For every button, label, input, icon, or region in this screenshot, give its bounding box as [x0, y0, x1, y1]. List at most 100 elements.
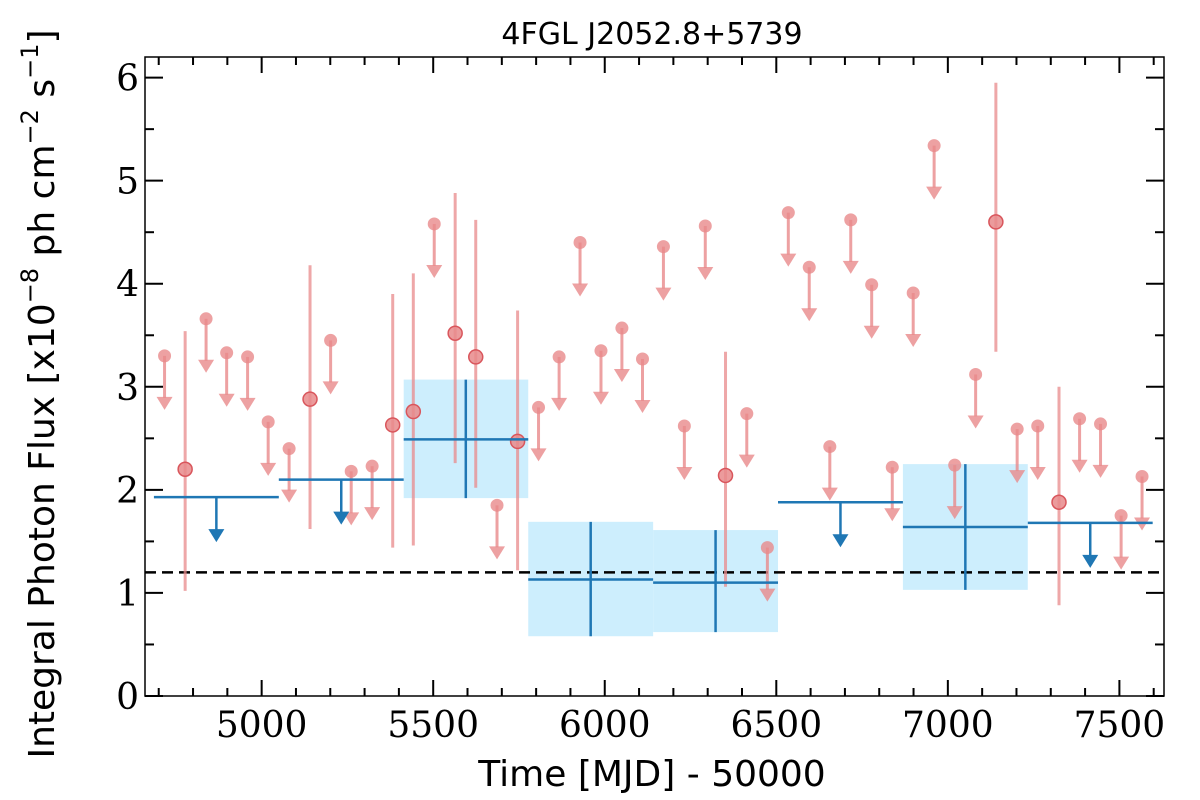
fine-upper-limit-arrow	[801, 308, 818, 322]
fine-upper-limit-arrow	[218, 393, 235, 407]
fine-upper-limit-point	[802, 260, 816, 274]
x-tick-label: 6500	[730, 705, 822, 746]
x-tick-label: 6000	[559, 705, 651, 746]
y-tick-label: 4	[116, 265, 139, 306]
x-tick-label: 5000	[216, 705, 308, 746]
fine-upper-limit-arrow	[572, 283, 589, 297]
plot-frame	[144, 56, 1165, 697]
fine-upper-limit-arrow	[967, 415, 984, 429]
y-tick-label: 0	[116, 677, 139, 718]
coarse-upper-limit-arrow	[1082, 554, 1099, 568]
fine-upper-limit-arrow	[780, 253, 797, 267]
x-tick-label: 7500	[1074, 705, 1166, 746]
fine-upper-limit-arrow	[198, 359, 215, 373]
fine-detection-point	[447, 325, 463, 341]
fine-upper-limit-point	[282, 442, 296, 456]
fine-upper-limit-point	[615, 321, 629, 335]
fine-upper-limit-point	[865, 278, 879, 292]
fine-detection-point	[988, 214, 1004, 230]
plot-area	[145, 82, 1164, 637]
fine-upper-limit-point	[573, 236, 587, 250]
fine-upper-limit-arrow	[322, 381, 339, 395]
fine-upper-limit-arrow	[676, 466, 693, 480]
fine-upper-limit-arrow	[759, 588, 776, 602]
fine-upper-limit-point	[552, 350, 566, 364]
x-tick-label: 7000	[902, 705, 994, 746]
fine-upper-limit-arrow	[884, 508, 901, 522]
fine-upper-limit-point	[365, 459, 379, 473]
fine-upper-limit-arrow	[821, 487, 838, 501]
y-tick-label: 3	[116, 368, 139, 409]
coarse-upper-limit-arrow	[832, 534, 849, 548]
fine-detection-point	[405, 403, 422, 420]
x-tick-label: 5500	[387, 705, 479, 746]
fine-upper-limit-point	[885, 460, 899, 474]
fine-detection-point	[177, 461, 193, 478]
fine-upper-limit-arrow	[738, 454, 755, 468]
fine-detection-point	[1051, 494, 1067, 510]
fine-upper-limit-point	[344, 464, 358, 478]
y-axis-label: Integral Photon Flux [x10−8 ph cm−2 s−1]	[16, 29, 63, 758]
fine-upper-limit-point	[1031, 419, 1045, 433]
fine-upper-limit-arrow	[260, 462, 277, 476]
coarse-upper-limit-arrow	[333, 511, 350, 525]
fine-upper-limit-point	[1135, 469, 1149, 483]
fine-upper-limit-arrow	[1029, 466, 1046, 480]
fine-upper-limit-arrow	[592, 391, 609, 405]
fine-upper-limit-point	[1094, 417, 1108, 431]
fine-detection-point	[509, 433, 526, 450]
fine-detection-point	[302, 391, 318, 407]
fine-upper-limit-point	[781, 206, 795, 220]
coarse-upper-limit-arrow	[208, 529, 225, 543]
x-axis: 5000 5500 6000 6500 7000 7500	[157, 57, 1166, 746]
fine-upper-limit-point	[532, 400, 546, 414]
fine-upper-limit-arrow	[926, 186, 943, 200]
fine-upper-limit-point	[490, 498, 504, 512]
fine-detection-point	[384, 417, 401, 433]
fine-upper-limit-point	[1010, 422, 1024, 436]
fine-upper-limit-point	[1114, 509, 1128, 523]
fine-upper-limit-point	[635, 352, 649, 366]
fine-upper-limit-point	[760, 541, 774, 555]
fine-upper-limit-point	[199, 312, 213, 326]
fine-upper-limit-arrow	[905, 334, 922, 348]
fine-upper-limit-arrow	[634, 399, 651, 413]
fine-upper-limit-arrow	[1071, 459, 1088, 473]
fine-upper-limit-arrow	[156, 396, 173, 410]
fine-upper-limit-point	[220, 346, 234, 360]
x-axis-label: Time [MJD] - 50000	[477, 754, 825, 795]
fine-upper-limit-arrow	[842, 260, 859, 274]
fine-upper-limit-point	[656, 240, 670, 254]
fine-upper-limit-point	[823, 440, 837, 454]
fine-upper-limit-arrow	[281, 489, 298, 503]
fine-upper-limit-point	[906, 286, 920, 300]
fine-upper-limit-arrow	[239, 397, 256, 411]
fine-upper-limit-point	[740, 407, 754, 421]
fine-upper-limit-point	[324, 333, 338, 347]
fine-upper-limit-point	[948, 458, 962, 472]
fine-upper-limit-arrow	[551, 397, 568, 411]
y-axis: 0 1 2 3 4 5 6	[116, 59, 1164, 718]
y-tick-label: 5	[116, 162, 139, 203]
fine-detection-point	[467, 349, 484, 365]
y-tick-label: 1	[116, 574, 139, 615]
fine-upper-limit-arrow	[343, 512, 360, 526]
fine-upper-limit-arrow	[364, 507, 381, 521]
fine-upper-limit-arrow	[697, 267, 714, 281]
fine-upper-limit-point	[698, 219, 712, 233]
fine-upper-limit-point	[1073, 412, 1087, 426]
fine-upper-limit-point	[844, 213, 858, 227]
fine-upper-limit-point	[969, 367, 983, 381]
y-tick-label: 2	[116, 471, 139, 512]
fine-upper-limit-arrow	[863, 325, 880, 339]
fine-upper-limit-arrow	[1009, 470, 1026, 484]
fine-upper-limit-arrow	[426, 264, 443, 278]
fine-upper-limit-arrow	[613, 369, 630, 383]
fine-upper-limit-arrow	[489, 546, 506, 560]
fine-upper-limit-arrow	[1113, 556, 1130, 570]
fine-upper-limit-arrow	[946, 506, 963, 520]
y-tick-label: 6	[116, 59, 139, 100]
fine-upper-limit-point	[241, 350, 255, 364]
fine-upper-limit-arrow	[530, 448, 547, 462]
